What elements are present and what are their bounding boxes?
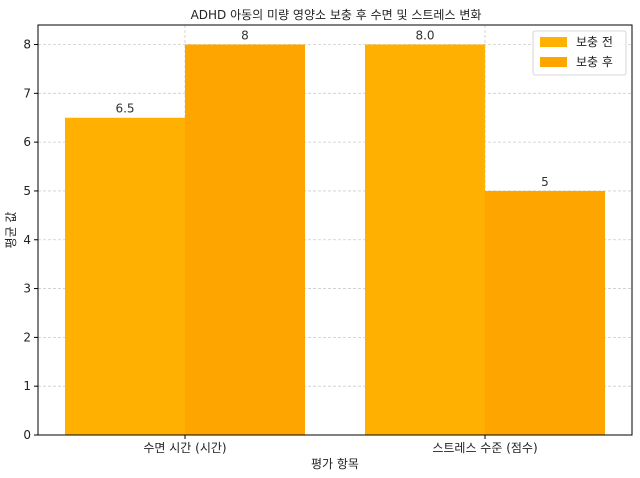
legend: 보충 전 보충 후 bbox=[532, 30, 627, 76]
x-axis-label: 평가 항목 bbox=[311, 457, 359, 471]
y-tick-label: 7 bbox=[23, 86, 31, 100]
y-axis-ticks: 0 1 2 3 4 5 6 7 8 bbox=[23, 38, 38, 442]
data-label: 6.5 bbox=[115, 102, 134, 116]
chart-title: ADHD 아동의 미량 영양소 보충 후 수면 및 스트레스 변화 bbox=[191, 8, 482, 22]
data-labels: 6.5 8.0 8 5 bbox=[115, 29, 548, 189]
y-tick-label: 2 bbox=[23, 330, 31, 344]
y-tick-label: 3 bbox=[23, 282, 31, 296]
legend-swatch-after bbox=[540, 57, 567, 67]
x-tick-label: 스트레스 수준 (점수) bbox=[432, 441, 537, 455]
y-tick-label: 1 bbox=[23, 379, 31, 393]
bar-before-0 bbox=[65, 117, 185, 435]
y-tick-label: 8 bbox=[23, 38, 31, 52]
bar-after-1 bbox=[485, 190, 605, 435]
y-tick-label: 0 bbox=[23, 428, 31, 442]
x-axis-ticks: 수면 시간 (시간) 스트레스 수준 (점수) bbox=[143, 435, 538, 455]
x-tick-label: 수면 시간 (시간) bbox=[143, 441, 226, 455]
legend-label-after: 보충 후 bbox=[576, 55, 613, 69]
y-axis-label: 평균 값 bbox=[4, 212, 18, 249]
data-label: 5 bbox=[541, 175, 549, 189]
plot-frame bbox=[37, 24, 633, 436]
legend-label-before: 보충 전 bbox=[576, 35, 613, 49]
bars bbox=[65, 44, 605, 436]
y-tick-label: 4 bbox=[23, 233, 31, 247]
data-label: 8.0 bbox=[415, 29, 434, 43]
y-tick-label: 5 bbox=[23, 184, 31, 198]
legend-swatch-before bbox=[540, 37, 567, 47]
y-tick-label: 6 bbox=[23, 135, 31, 149]
data-label: 8 bbox=[241, 29, 249, 43]
bar-before-1 bbox=[365, 44, 485, 436]
bar-after-0 bbox=[185, 44, 305, 436]
